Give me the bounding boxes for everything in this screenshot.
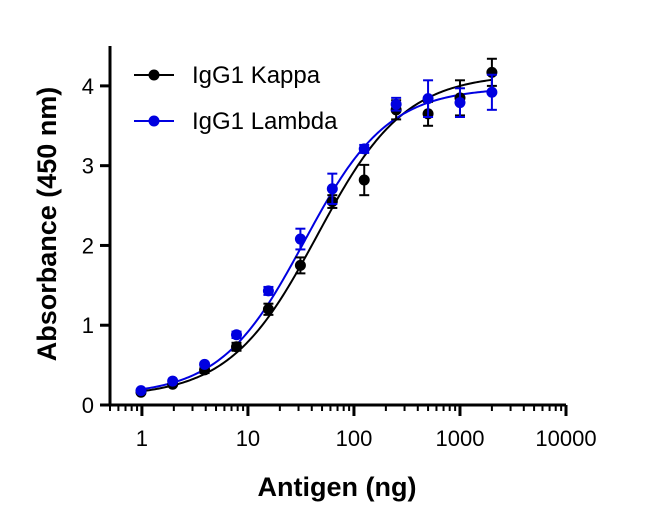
x-tick-label: 1000 <box>436 426 485 451</box>
data-point <box>135 385 147 397</box>
data-point <box>358 174 370 186</box>
axes <box>108 46 566 407</box>
y-tick-label: 3 <box>82 154 94 179</box>
data-point <box>167 375 179 387</box>
legend-label: IgG1 Lambda <box>192 108 338 135</box>
y-tick-label: 0 <box>82 393 94 418</box>
legend: IgG1 Kappa IgG1 Lambda <box>134 62 338 135</box>
data-point <box>390 98 402 110</box>
data-point <box>262 303 274 315</box>
data-point <box>294 233 306 245</box>
x-tick-label: 1 <box>136 426 148 451</box>
legend-label: IgG1 Kappa <box>192 62 321 89</box>
legend-marker <box>148 115 160 127</box>
y-tick-label: 1 <box>82 313 94 338</box>
data-point <box>199 358 211 370</box>
data-point <box>326 183 338 195</box>
fit-curves <box>140 78 493 393</box>
fit-curve <box>140 78 493 393</box>
data-point <box>422 93 434 105</box>
data-point <box>358 143 370 155</box>
x-tick-label: 100 <box>336 426 373 451</box>
series-points <box>135 73 498 397</box>
data-point <box>230 329 242 341</box>
fit-curve <box>140 89 492 391</box>
data-points <box>135 57 498 398</box>
data-point <box>262 285 274 297</box>
y-tick-label: 2 <box>82 233 94 258</box>
data-point <box>454 97 466 109</box>
x-ticks: 1 10 100 1000 10000 <box>109 405 597 451</box>
y-axis-title: Absorbance (450 nm) <box>32 87 62 362</box>
data-point <box>230 341 242 353</box>
x-axis-title: Antigen (ng) <box>258 472 417 502</box>
x-tick-label: 10000 <box>535 426 596 451</box>
y-ticks: 0 1 2 3 4 <box>82 74 110 418</box>
y-tick-label: 4 <box>82 74 94 99</box>
data-point <box>294 259 306 271</box>
data-point <box>486 86 498 98</box>
x-tick-label: 10 <box>236 426 260 451</box>
legend-marker <box>148 69 160 81</box>
